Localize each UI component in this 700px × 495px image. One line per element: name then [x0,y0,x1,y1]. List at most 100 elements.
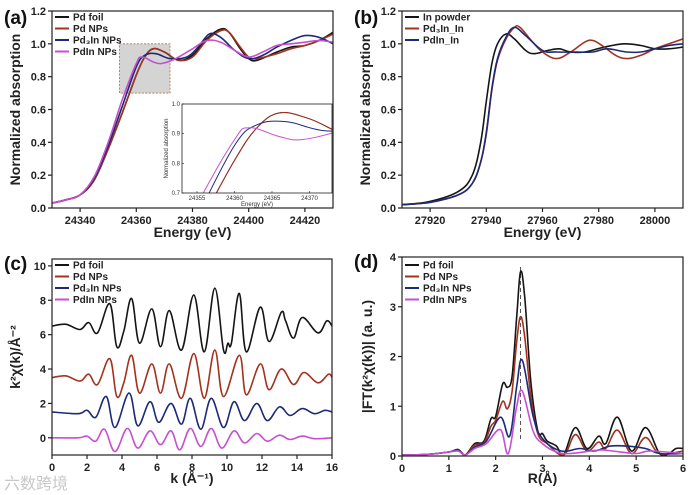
inset-x-tick-label: 24355 [189,196,206,202]
x-tick-label: 27980 [583,215,614,227]
series-line-pd-foil [215,112,332,193]
watermark: 六数跨境 [4,474,68,493]
inset-chart: 24355 24360 24365 24370 0.7 0.8 0.9 1.0 Energy (… [164,102,333,208]
y-tick-label: 0.6 [31,105,46,117]
series-line-pd-foil [402,270,683,456]
series-line-pdin-nps [52,427,332,453]
x-tick-label: 12 [256,462,268,474]
series-line-pdin-nps [202,127,332,193]
x-tick-label: 1 [446,463,452,475]
y-tick-label: 0.2 [381,170,396,182]
x-tick-label: 24340 [65,215,96,227]
y-axis-title: Normalized absorption [7,34,23,186]
x-tick-label: 6 [154,462,160,474]
inset-y-tick-label: 0.9 [172,132,181,138]
legend-label: Pd NPs [73,272,108,283]
y-tick-label: 1.0 [31,39,46,51]
legend-label: Pd₃In NPs [73,284,122,295]
y-tick-label: 1.2 [31,6,46,18]
legend-label: PdIn NPs [423,295,467,306]
legend-label: In powder [423,13,470,24]
y-tick-label: 4 [40,364,47,376]
x-tick-label: 24400 [233,215,264,227]
y-tick-label: 3 [390,302,396,314]
x-tick-label: 27920 [415,215,446,227]
x-tick-label: 0 [399,463,405,475]
inset-y-tick-label: 0.8 [172,161,181,167]
inset-background [182,104,332,193]
y-tick-label: 2 [390,352,396,364]
y-tick-label: 2 [40,398,46,410]
series-line-in-powder [402,33,683,206]
y-tick-label: 6 [40,330,46,342]
inset-x-axis-title: Energy (eV) [241,202,273,208]
x-axis-title: k (Å⁻¹) [170,470,213,486]
x-tick-label: 4 [119,462,126,474]
x-tick-label: 2 [84,462,90,474]
y-tick-label: 0.6 [381,105,396,117]
x-tick-label: 4 [586,463,593,475]
legend-label: PdIn_In [423,36,459,47]
x-tick-label: 5 [633,463,639,475]
y-axis-title: Normalized absorption [357,34,373,186]
y-tick-label: 1.0 [381,39,396,51]
inset-frame [181,103,333,194]
x-tick-label: 16 [326,462,338,474]
panel-label: (a) [4,8,27,29]
x-tick-label: 14 [291,462,304,474]
x-tick-label: 24380 [177,215,208,227]
series-line-pd-foil [52,287,332,355]
y-tick-label: 0.8 [31,72,46,84]
x-tick-label: 27940 [471,215,502,227]
x-tick-label: 27960 [527,215,558,227]
series-line-pdin-nps [402,389,683,456]
legend-label: Pd foil [73,13,104,24]
y-axis-title: |FT(k²χ(k))| (a. u.) [359,300,375,413]
x-tick-label: 8 [189,462,195,474]
legend-label: Pd foil [423,261,454,272]
series-line-pdin-in [402,26,683,206]
y-tick-label: 10 [34,261,46,273]
y-axis-title: k²χ(k)/Å⁻² [7,325,23,389]
y-tick-label: 0.8 [381,72,396,84]
inset-x-tick-label: 24365 [264,196,281,202]
x-tick-label: 10 [221,462,233,474]
y-tick-label: 0.2 [31,170,46,182]
y-tick-label: 0 [40,433,46,445]
y-tick-label: 1.2 [381,6,396,18]
inset-y-tick-label: 0.7 [172,191,181,197]
y-tick-label: 0.4 [31,137,47,149]
panel-label: (d) [354,252,378,273]
legend-label: PdIn NPs [73,295,117,306]
inset-y-axis-title: Normalized absorption [164,118,170,178]
legend-label: Pd₃In NPs [423,284,472,295]
series-line-pdin-nps [52,39,333,204]
x-tick-label: 2 [493,463,499,475]
inset-x-tick-label: 24360 [226,196,243,202]
panel-label: (c) [4,254,27,275]
panel-c: 0 2 4 6 8 10 12 14 16 0 2 4 6 8 10 k (Å⁻¹) k²χ(k)/Å⁻² (c)… [4,254,338,486]
y-tick-label: 0.0 [31,203,46,215]
legend-label: Pd₃In_In [423,24,464,35]
inset-x-tick-label: 24370 [301,196,318,202]
legend-label: Pd NPs [73,24,108,35]
x-axis-title: Energy (eV) [154,224,232,240]
panel-a: 24340 24360 24380 24400 24420 0.0 0.2 0.4 0.6 0.8… [4,6,334,240]
legend-label: Pd foil [73,261,104,272]
x-tick-label: 6 [680,463,686,475]
y-tick-label: 0.4 [381,137,397,149]
x-tick-label: 24420 [290,215,321,227]
series-line-pd-nps [52,28,333,204]
y-tick-label: 4 [390,252,397,264]
x-tick-label: 3 [539,463,545,475]
series-line-pd-in-nps [52,392,332,430]
y-tick-label: 1 [390,401,396,413]
legend-label: Pd NPs [423,272,458,283]
x-axis-title: R(Å) [528,470,558,486]
y-tick-label: 0.0 [381,203,396,215]
